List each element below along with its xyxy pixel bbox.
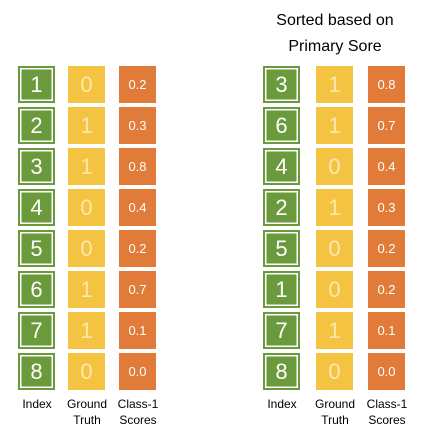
index-cell: 5 bbox=[263, 230, 300, 267]
score-cell: 0.3 bbox=[368, 189, 405, 226]
index-cell: 2 bbox=[18, 107, 55, 144]
index-cell: 6 bbox=[18, 271, 55, 308]
index-cell: 7 bbox=[263, 312, 300, 349]
ground-truth-cell: 1 bbox=[316, 189, 353, 226]
ground-truth-cell: 0 bbox=[68, 230, 105, 267]
score-cell: 0.2 bbox=[368, 230, 405, 267]
index-cell: 2 bbox=[263, 189, 300, 226]
ground-truth-cell: 0 bbox=[68, 189, 105, 226]
index-cell: 4 bbox=[263, 148, 300, 185]
column-label: Index bbox=[267, 397, 297, 411]
ground-truth-cell: 0 bbox=[316, 230, 353, 267]
score-cell: 0.8 bbox=[368, 66, 405, 103]
score-cell: 0.2 bbox=[119, 230, 156, 267]
ground-truth-cell: 1 bbox=[68, 271, 105, 308]
score-cell: 0.8 bbox=[119, 148, 156, 185]
score-cell: 0.3 bbox=[119, 107, 156, 144]
ground-truth-cell: 1 bbox=[68, 148, 105, 185]
index-cell: 6 bbox=[263, 107, 300, 144]
score-cell: 0.1 bbox=[119, 312, 156, 349]
score-cell: 0.7 bbox=[368, 107, 405, 144]
score-cell: 0.7 bbox=[119, 271, 156, 308]
ground-truth-cell: 0 bbox=[68, 353, 105, 390]
ground-truth-cell: 0 bbox=[316, 148, 353, 185]
ground-truth-cell: 0 bbox=[68, 66, 105, 103]
column-label: Index bbox=[22, 397, 52, 411]
index-cell: 5 bbox=[18, 230, 55, 267]
index-cell: 4 bbox=[18, 189, 55, 226]
ground-truth-cell: 0 bbox=[316, 353, 353, 390]
panel-title: Sorted based on Primary Sore bbox=[276, 12, 394, 55]
score-cell: 0.2 bbox=[119, 66, 156, 103]
score-cell: 0.0 bbox=[368, 353, 405, 390]
index-cell: 3 bbox=[18, 148, 55, 185]
column-label: Class-1 Scores bbox=[117, 397, 159, 427]
index-cell: 7 bbox=[18, 312, 55, 349]
index-cell: 3 bbox=[263, 66, 300, 103]
score-cell: 0.1 bbox=[368, 312, 405, 349]
ground-truth-cell: 1 bbox=[316, 66, 353, 103]
ground-truth-cell: 1 bbox=[316, 312, 353, 349]
index-cell: 8 bbox=[18, 353, 55, 390]
ground-truth-cell: 1 bbox=[68, 312, 105, 349]
score-cell: 0.4 bbox=[368, 148, 405, 185]
ground-truth-cell: 1 bbox=[68, 107, 105, 144]
ground-truth-cell: 0 bbox=[316, 271, 353, 308]
index-cell: 8 bbox=[263, 353, 300, 390]
column-label: Class-1 Scores bbox=[366, 397, 408, 427]
score-cell: 0.4 bbox=[119, 189, 156, 226]
column-label: Ground Truth bbox=[314, 397, 356, 427]
score-cell: 0.0 bbox=[119, 353, 156, 390]
index-cell: 1 bbox=[263, 271, 300, 308]
ground-truth-cell: 1 bbox=[316, 107, 353, 144]
column-label: Ground Truth bbox=[66, 397, 108, 427]
score-cell: 0.2 bbox=[368, 271, 405, 308]
index-cell: 1 bbox=[18, 66, 55, 103]
